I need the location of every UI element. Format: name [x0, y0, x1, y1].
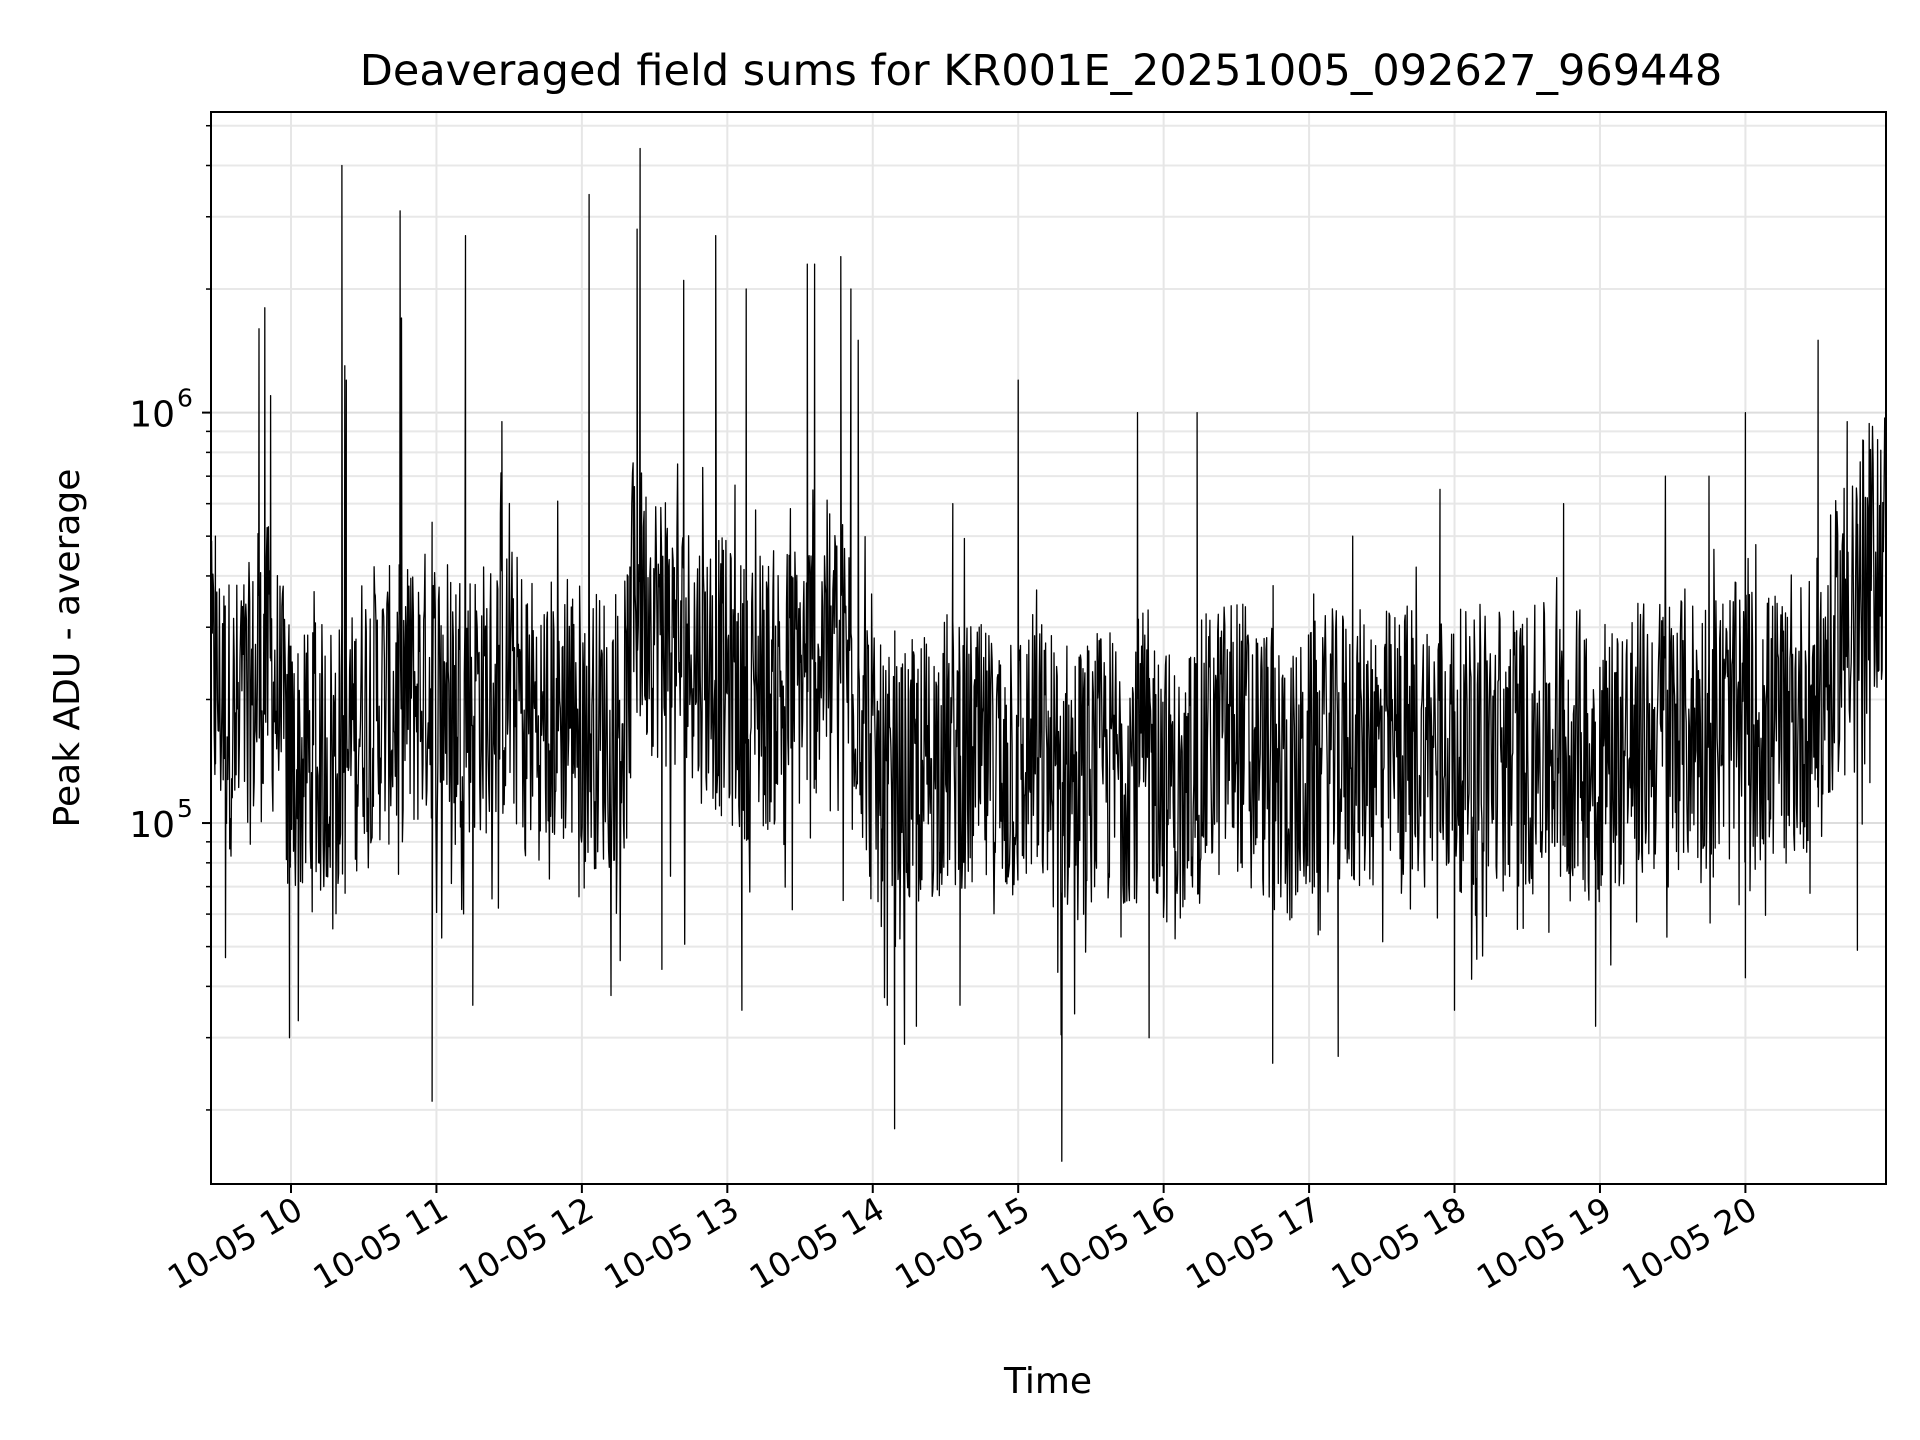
series-line	[210, 147, 1887, 1162]
y-tick-exponent: 6	[177, 384, 193, 413]
y-tick-label: 10	[129, 805, 175, 846]
plot-frame	[210, 111, 1887, 1185]
grid	[211, 112, 1886, 1184]
y-tick-label: 10	[129, 395, 175, 436]
chart-title: Deaveraged field sums for KR001E_2025100…	[360, 46, 1722, 96]
y-tick-exponent: 5	[177, 794, 193, 823]
series-path	[210, 147, 1887, 1162]
x-axis-label: Time	[1003, 1361, 1092, 1402]
y-axis-label: Peak ADU - average	[47, 469, 88, 828]
